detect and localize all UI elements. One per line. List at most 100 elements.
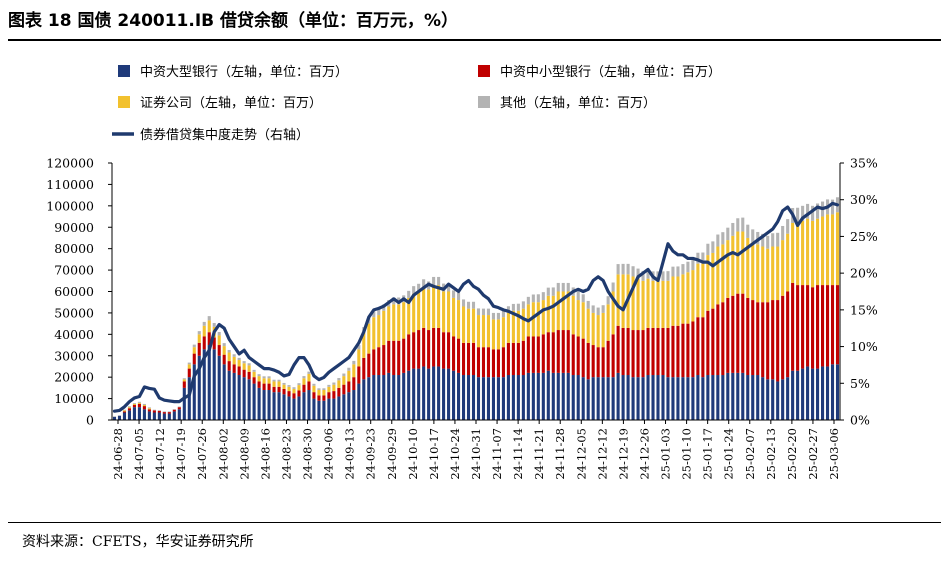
bar-small-101 [616,325,620,373]
bar-big-48 [352,390,356,420]
y-left-tick-label: 90000 [54,220,94,235]
bar-big-94 [581,377,585,420]
bar-big-20 [212,349,216,420]
bar-sec-109 [656,280,660,328]
bar-sec-133 [776,246,780,301]
bar-big-0 [112,416,117,420]
bar-sec-51 [367,323,371,354]
x-tick-label: 24-07-05 [132,428,146,480]
bar-sec-145 [835,212,840,286]
bar-other-15 [187,362,191,365]
bar-small-53 [377,347,381,376]
bar-other-123 [726,227,730,241]
bar-other-118 [701,252,705,264]
x-tick-label: 25-02-20 [785,428,799,480]
bar-sec-4 [132,403,136,406]
y-left-tick-label: 40000 [54,327,94,342]
bar-sec-71 [466,308,471,343]
bar-small-45 [337,387,341,397]
bar-big-75 [486,377,491,420]
bar-other-98 [601,305,605,313]
bar-big-73 [476,377,481,420]
bar-big-102 [621,375,625,420]
bar-big-74 [481,377,486,420]
legend-swatch-small [478,65,490,77]
bar-other-31 [267,376,271,379]
bar-small-84 [531,336,535,373]
bar-sec-39 [307,373,311,382]
bar-sec-131 [766,248,770,303]
bar-small-106 [641,330,645,378]
bar-small-26 [242,369,246,378]
bar-big-89 [556,372,560,420]
bar-other-86 [541,292,545,301]
bar-small-22 [222,354,226,365]
bar-small-75 [486,347,491,378]
bar-big-133 [776,381,780,420]
bar-small-103 [626,327,630,376]
bar-big-16 [192,364,196,420]
bar-small-80 [511,342,515,376]
bar-other-119 [706,243,710,256]
bar-sec-3 [127,407,131,409]
bar-big-110 [661,375,665,420]
bar-other-103 [626,263,630,275]
bar-small-31 [267,383,271,391]
bar-small-76 [491,349,495,378]
bar-other-114 [681,264,685,275]
bar-big-21 [217,355,221,420]
y-right-tick-label: 10% [850,339,878,354]
bar-big-140 [811,368,815,420]
x-tick-label: 25-01-03 [659,428,673,480]
x-tick-label: 24-12-12 [595,428,609,480]
bar-sec-130 [761,246,765,303]
x-tick-label: 24-10-31 [469,428,483,480]
bar-sec-7 [147,408,151,410]
bar-other-79 [506,306,510,313]
bar-sec-143 [825,214,830,286]
bar-other-27 [247,363,251,366]
legend-label-sec: 证券公司（左轴，单位：百万） [140,95,322,111]
x-tick-label: 24-11-28 [553,428,567,480]
bar-small-48 [352,377,356,391]
bar-sec-123 [726,240,730,298]
bar-big-143 [825,366,830,420]
bar-small-95 [586,342,590,380]
bar-other-32 [272,379,276,382]
bar-other-135 [786,219,790,234]
bar-sec-43 [327,386,331,393]
legend-label-big: 中资大型银行（左轴，单位：百万） [140,65,348,80]
bar-other-3 [127,406,131,408]
bar-small-125 [736,293,740,373]
bar-sec-21 [217,335,221,346]
x-tick-label: 25-01-17 [701,428,715,480]
bar-small-33 [277,386,281,393]
bar-sec-28 [252,371,256,378]
bar-big-106 [641,377,645,420]
bar-big-41 [317,400,321,420]
bar-other-2 [122,409,127,411]
bar-sec-79 [506,312,510,343]
x-tick-label: 24-06-28 [111,428,125,480]
y-left-tick-label: 80000 [54,241,94,256]
bar-small-70 [461,342,466,376]
bar-other-140 [811,205,815,221]
bar-small-56 [392,340,396,376]
bar-big-105 [636,377,640,420]
bar-small-100 [611,334,615,378]
bar-other-40 [312,383,316,386]
bar-big-138 [801,368,805,420]
bar-other-77 [496,312,500,320]
bar-big-124 [731,372,735,420]
bar-small-16 [192,353,196,365]
bar-big-88 [551,372,555,420]
bar-other-25 [237,357,241,361]
bar-big-2 [122,412,127,420]
y-right-tick-label: 0% [850,413,870,428]
bar-other-139 [806,203,810,219]
bar-sec-33 [277,381,281,387]
bar-other-112 [671,266,675,277]
bar-other-61 [417,283,421,292]
bar-big-127 [746,375,750,420]
bar-sec-81 [516,310,520,343]
